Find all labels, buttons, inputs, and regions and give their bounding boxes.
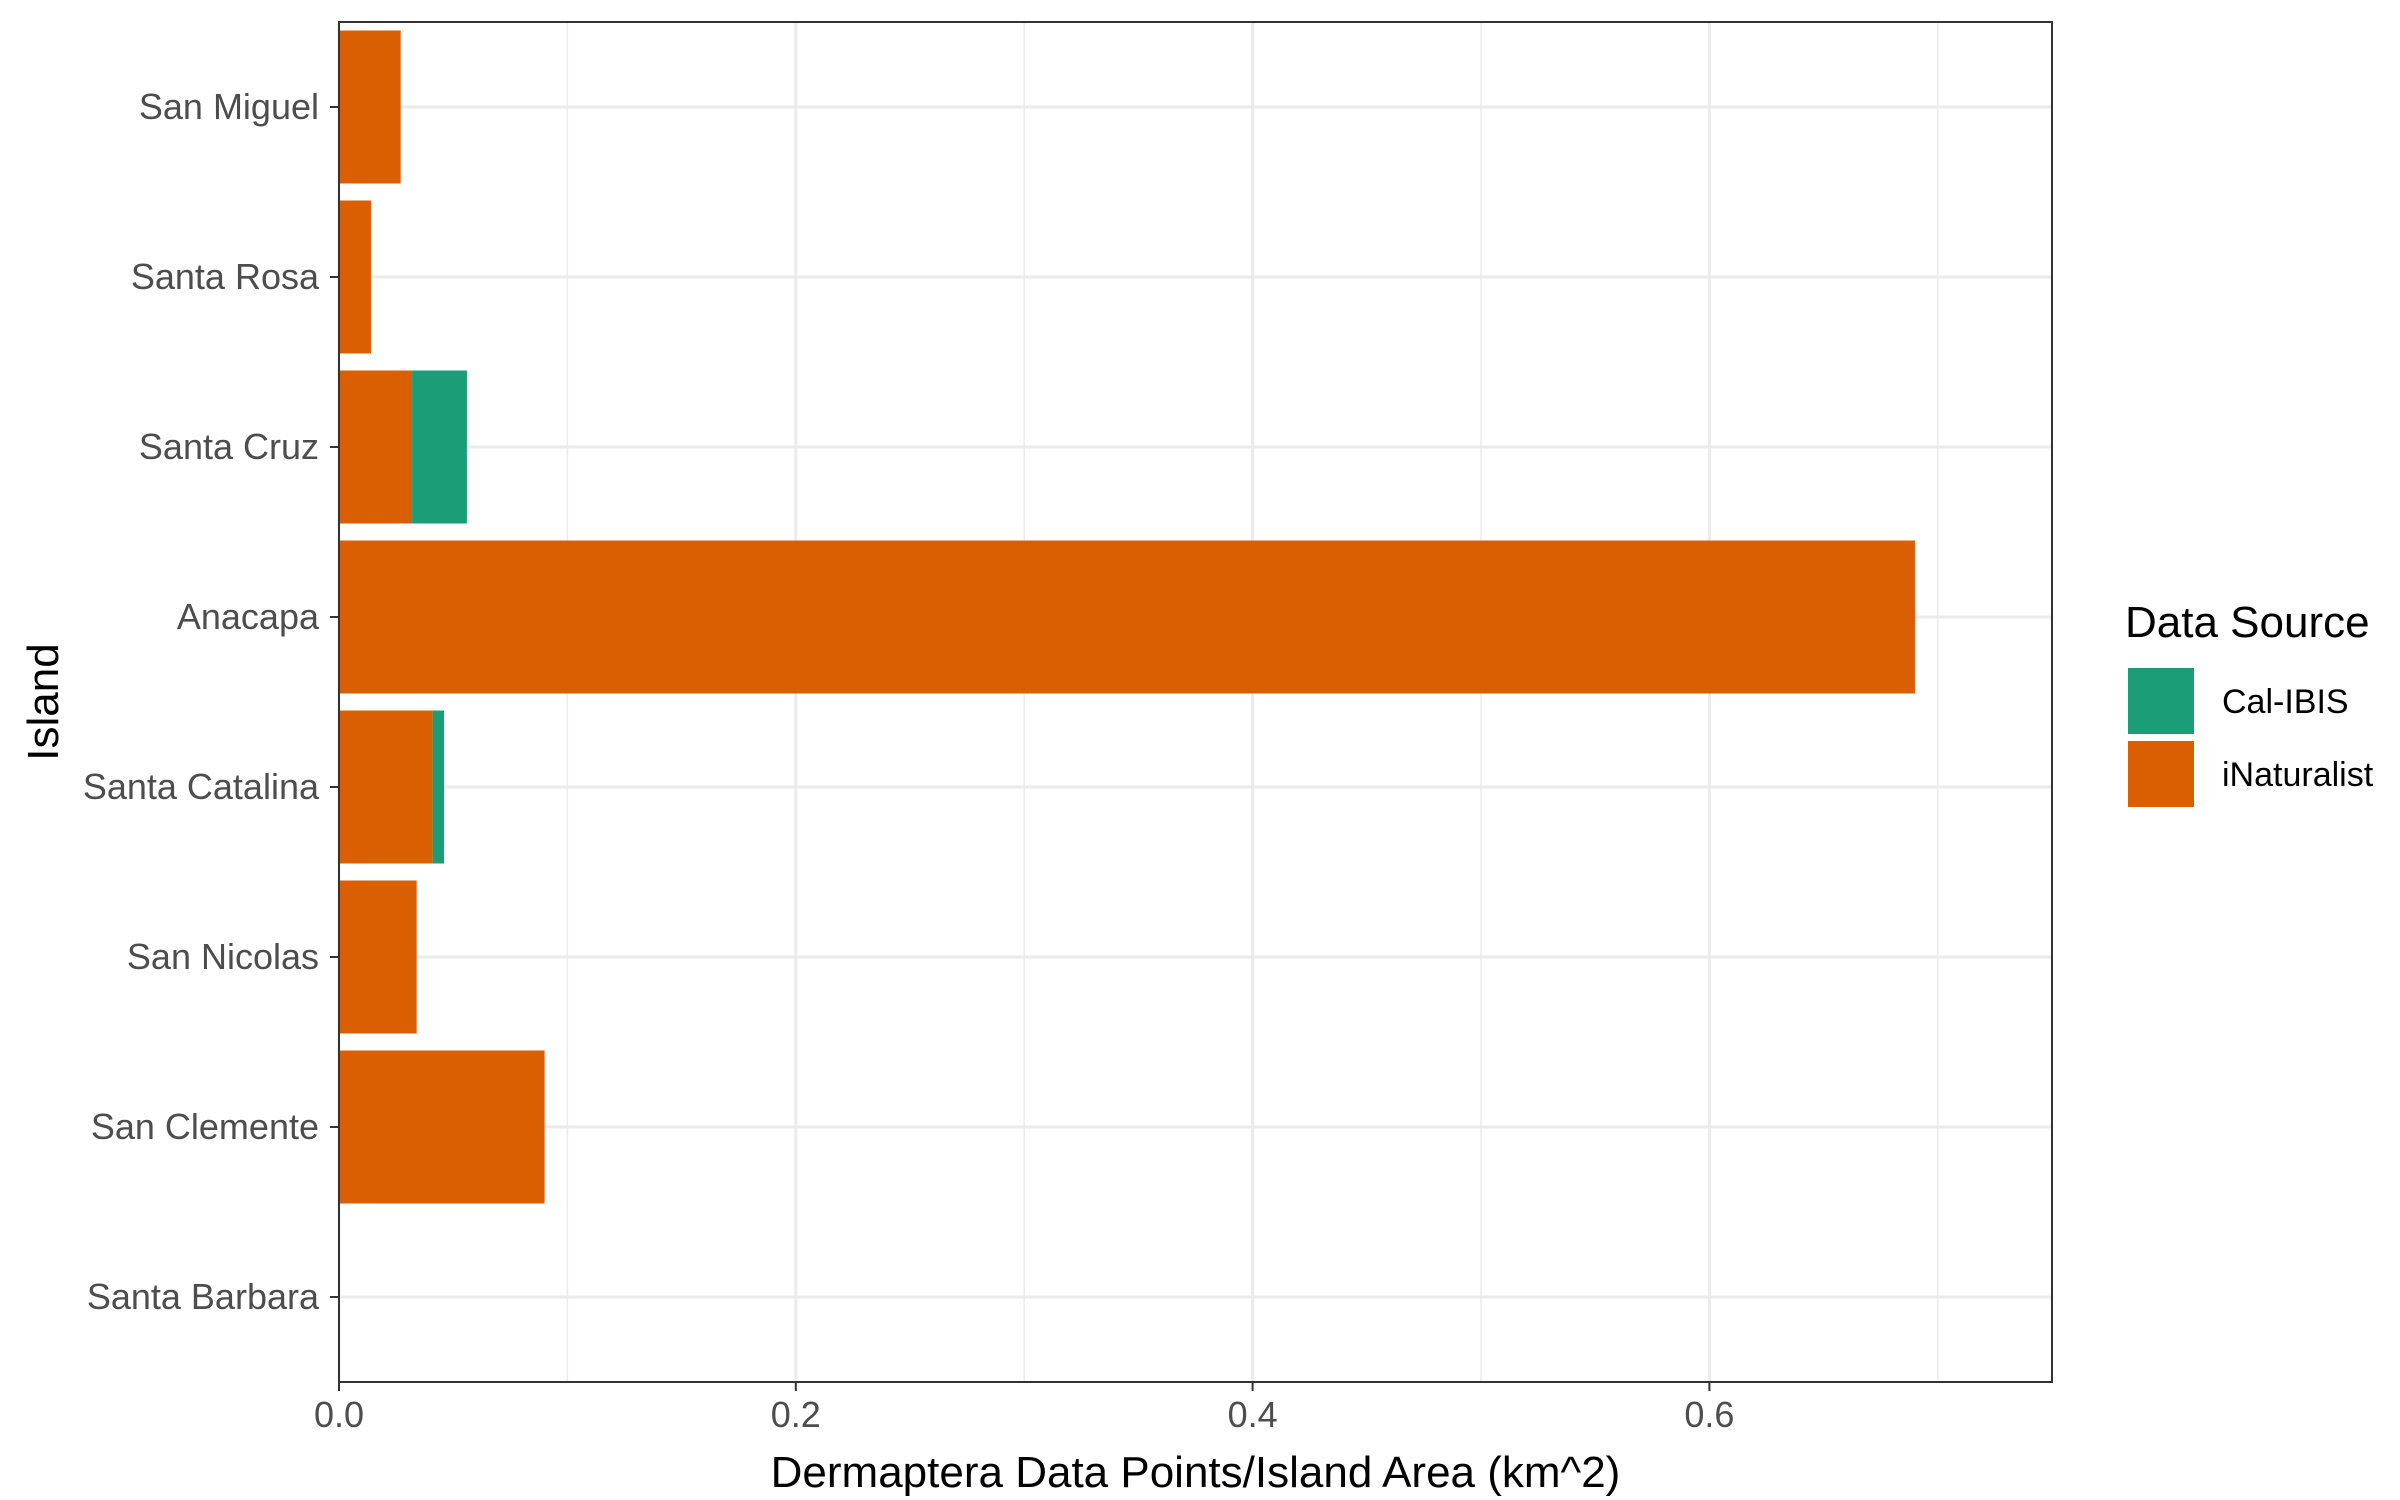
bar-inaturalist-santa-catalina xyxy=(339,710,433,864)
y-tick-label: San Nicolas xyxy=(127,936,319,977)
legend-label: Cal-IBIS xyxy=(2222,683,2349,721)
panel-border xyxy=(338,21,2053,1383)
bar-inaturalist-san-nicolas xyxy=(339,880,417,1034)
bar-inaturalist-san-miguel xyxy=(339,30,401,184)
legend-entries: Cal-IBIS iNaturalist xyxy=(2128,668,2374,807)
bar-cal-ibis-santa-catalina xyxy=(432,710,445,864)
legend-key xyxy=(2128,741,2194,807)
legend-key xyxy=(2128,668,2194,734)
bars xyxy=(339,30,1915,1204)
y-tick-label: Santa Catalina xyxy=(83,766,320,807)
y-tick-label: Anacapa xyxy=(177,596,320,637)
x-tick-label: 0.4 xyxy=(1228,1394,1278,1435)
x-tick-label: 0.2 xyxy=(771,1394,821,1435)
x-axis: 0.0 0.2 0.4 0.6 xyxy=(314,1382,1734,1435)
legend-title: Data Source xyxy=(2125,598,2370,647)
y-tick-label: San Miguel xyxy=(139,86,319,127)
bar-inaturalist-santa-rosa xyxy=(339,200,371,354)
y-axis-title: Island xyxy=(19,643,68,760)
legend: Data Source Cal-IBIS iNaturalist xyxy=(2125,598,2374,807)
bar-inaturalist-anacapa xyxy=(339,540,1915,694)
grid xyxy=(337,22,2052,1382)
bar-cal-ibis-santa-cruz xyxy=(412,370,467,524)
x-tick-label: 0.0 xyxy=(314,1394,364,1435)
bar-inaturalist-san-clemente xyxy=(339,1050,545,1204)
legend-label: iNaturalist xyxy=(2222,756,2374,794)
y-tick-label: Santa Rosa xyxy=(131,256,320,297)
y-tick-label: Santa Barbara xyxy=(87,1276,320,1317)
y-axis: San Miguel Santa Rosa Santa Cruz Anacapa San… xyxy=(83,86,339,1317)
y-tick-label: Santa Cruz xyxy=(139,426,319,467)
x-axis-title: Dermaptera Data Points/Island Area (km^2… xyxy=(771,1448,1621,1497)
bar-inaturalist-santa-cruz xyxy=(339,370,413,524)
x-tick-label: 0.6 xyxy=(1684,1394,1734,1435)
y-tick-label: San Clemente xyxy=(91,1106,319,1147)
